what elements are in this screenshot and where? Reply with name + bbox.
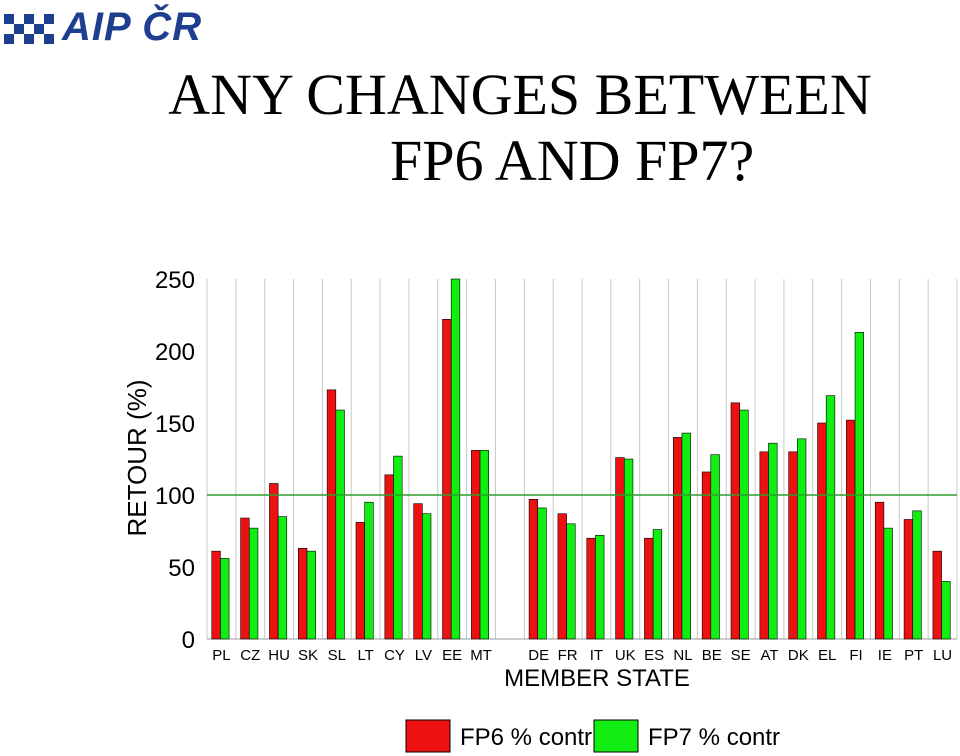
y-tick-label: 200 xyxy=(155,339,195,366)
x-tick-label: SL xyxy=(328,647,346,664)
legend-swatch-fp6 xyxy=(405,719,451,753)
x-tick-label: LT xyxy=(357,647,373,664)
x-tick-label: SE xyxy=(731,647,751,664)
aip-logo: AIP ČR xyxy=(0,0,230,56)
x-tick-label: IE xyxy=(878,647,892,664)
bar-fp6 xyxy=(730,402,740,640)
x-tick-label: CY xyxy=(384,647,405,664)
bar-fp7 xyxy=(393,455,403,640)
bar-fp6 xyxy=(269,483,279,640)
x-tick-label: CZ xyxy=(240,647,260,664)
bar-fp6 xyxy=(932,550,942,640)
x-tick-label: BE xyxy=(702,647,722,664)
bar-fp6 xyxy=(644,537,654,640)
bar-fp7 xyxy=(364,501,374,640)
bar-fp6 xyxy=(442,319,452,640)
x-tick-label: UK xyxy=(615,647,636,664)
bar-fp6 xyxy=(701,471,712,640)
bar-fp7 xyxy=(595,535,605,640)
bar-fp7 xyxy=(768,442,778,640)
bar-fp7 xyxy=(739,409,749,640)
x-tick-label: HU xyxy=(268,647,290,664)
bar-fp6 xyxy=(384,474,394,640)
bar-fp7 xyxy=(854,331,864,640)
y-tick-label: 50 xyxy=(168,555,195,582)
x-tick-label: EE xyxy=(442,647,462,664)
checkered-flag-icon xyxy=(4,14,54,44)
bar-fp6 xyxy=(413,503,423,640)
x-tick-label: PT xyxy=(904,647,923,664)
x-tick-label: IT xyxy=(590,647,603,664)
logo-text: AIP ČR xyxy=(62,5,203,49)
bar-fp7 xyxy=(652,529,663,640)
bar-fp6 xyxy=(788,451,798,640)
bar-fp6 xyxy=(586,537,596,640)
y-tick-label: 100 xyxy=(155,483,195,510)
bar-fp7 xyxy=(825,395,836,640)
bar-fp6 xyxy=(355,522,365,640)
bar-fp6 xyxy=(471,450,481,640)
x-tick-label: EL xyxy=(818,647,836,664)
bar-fp7 xyxy=(537,507,547,640)
y-axis-label: RETOUR (%) xyxy=(122,380,152,537)
x-tick-label: FR xyxy=(558,647,578,664)
bar-fp7 xyxy=(450,278,461,640)
bar-fp7 xyxy=(248,527,259,640)
x-tick-label: NL xyxy=(673,647,692,664)
x-tick-label: FI xyxy=(849,647,862,664)
bar-fp7 xyxy=(912,510,922,640)
bar-fp6 xyxy=(528,499,539,640)
x-tick-label: DE xyxy=(528,647,549,664)
bar-fp7 xyxy=(883,527,893,640)
y-tick-label: 250 xyxy=(155,267,195,294)
bar-fp7 xyxy=(566,523,576,640)
bar-fp6 xyxy=(673,437,683,640)
bar-fp7 xyxy=(623,458,634,640)
bar-fp6 xyxy=(557,513,567,640)
x-tick-label: LV xyxy=(415,647,432,664)
legend-label-fp6: FP6 % contr xyxy=(460,724,592,751)
bar-fp7 xyxy=(479,450,489,640)
bar-fp6 xyxy=(615,457,625,640)
x-tick-label: SK xyxy=(298,647,318,664)
x-tick-label: ES xyxy=(644,647,664,664)
bar-fp6 xyxy=(326,389,337,640)
legend-label-fp7: FP7 % contr xyxy=(648,724,780,751)
bar-fp6 xyxy=(211,550,221,640)
x-axis-label: MEMBER STATE xyxy=(504,665,690,692)
y-tick-label: 0 xyxy=(182,627,195,654)
x-tick-label: DK xyxy=(788,647,809,664)
title-line-2: FP6 AND FP7? xyxy=(390,128,755,193)
bar-fp6 xyxy=(817,422,827,640)
bar-fp7 xyxy=(797,438,807,640)
bar-fp6 xyxy=(240,517,250,640)
bar-fp7 xyxy=(941,581,951,640)
x-tick-label: AT xyxy=(760,647,778,664)
bar-fp7 xyxy=(335,409,345,640)
bar-fp7 xyxy=(306,550,316,640)
bar-fp6 xyxy=(759,451,769,640)
bar-fp7 xyxy=(681,432,691,640)
bar-fp6 xyxy=(846,419,856,640)
bar-fp6 xyxy=(903,519,914,640)
bar-fp7 xyxy=(422,513,432,640)
x-tick-label: MT xyxy=(470,647,492,664)
legend-swatch-fp7 xyxy=(593,719,639,753)
bar-fp6 xyxy=(874,501,885,640)
y-tick-label: 150 xyxy=(155,411,195,438)
bar-fp7 xyxy=(220,558,230,640)
bar-fp7 xyxy=(277,516,288,640)
x-tick-label: PL xyxy=(212,647,230,664)
x-tick-label: LU xyxy=(933,647,952,664)
bar-fp6 xyxy=(298,547,308,640)
page-title: ANY CHANGES BETWEEN FP6 AND FP7? xyxy=(80,62,960,194)
bar-fp7 xyxy=(710,454,720,640)
title-line-1: ANY CHANGES BETWEEN xyxy=(168,62,872,127)
